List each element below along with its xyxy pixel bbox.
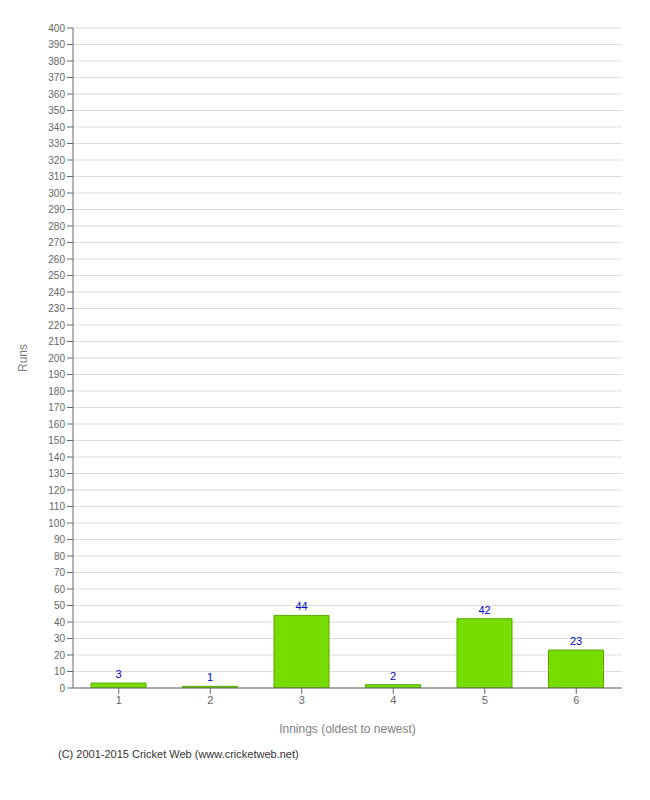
svg-text:3: 3 xyxy=(299,694,305,706)
svg-text:260: 260 xyxy=(48,254,65,265)
svg-text:100: 100 xyxy=(48,518,65,529)
svg-text:380: 380 xyxy=(48,56,65,67)
svg-text:290: 290 xyxy=(48,204,65,215)
svg-text:360: 360 xyxy=(48,89,65,100)
svg-text:300: 300 xyxy=(48,188,65,199)
svg-text:Innings (oldest to newest): Innings (oldest to newest) xyxy=(279,722,416,736)
svg-text:23: 23 xyxy=(570,635,582,647)
svg-text:240: 240 xyxy=(48,287,65,298)
svg-text:280: 280 xyxy=(48,221,65,232)
svg-text:110: 110 xyxy=(49,501,65,512)
svg-text:400: 400 xyxy=(48,23,65,34)
svg-text:370: 370 xyxy=(48,72,65,83)
svg-text:350: 350 xyxy=(48,105,65,116)
svg-text:120: 120 xyxy=(48,485,65,496)
svg-text:1: 1 xyxy=(207,671,213,683)
svg-text:4: 4 xyxy=(390,694,396,706)
svg-text:180: 180 xyxy=(48,386,65,397)
svg-text:6: 6 xyxy=(573,694,579,706)
svg-text:42: 42 xyxy=(478,604,490,616)
svg-text:3: 3 xyxy=(115,668,121,680)
svg-text:320: 320 xyxy=(48,155,65,166)
svg-text:270: 270 xyxy=(48,237,65,248)
svg-text:230: 230 xyxy=(48,303,65,314)
svg-text:60: 60 xyxy=(54,584,66,595)
svg-text:2: 2 xyxy=(390,670,396,682)
svg-text:50: 50 xyxy=(54,600,66,611)
svg-text:200: 200 xyxy=(48,353,65,364)
svg-text:40: 40 xyxy=(54,617,66,628)
svg-text:170: 170 xyxy=(48,402,65,413)
svg-text:20: 20 xyxy=(54,650,66,661)
svg-text:1: 1 xyxy=(116,694,122,706)
svg-text:210: 210 xyxy=(48,336,65,347)
svg-text:30: 30 xyxy=(54,633,66,644)
svg-text:130: 130 xyxy=(48,468,65,479)
html-text:(C) 2001-2015 Cricket Web (www: (C) 2001-2015 Cricket Web (www.cricketwe… xyxy=(58,748,299,760)
svg-text:310: 310 xyxy=(48,171,65,182)
svg-text:250: 250 xyxy=(48,270,65,281)
svg-text:80: 80 xyxy=(54,551,66,562)
svg-text:390: 390 xyxy=(48,39,65,50)
svg-text:10: 10 xyxy=(54,666,66,677)
svg-text:190: 190 xyxy=(48,369,65,380)
svg-text:330: 330 xyxy=(48,138,65,149)
svg-text:140: 140 xyxy=(48,452,65,463)
svg-text:70: 70 xyxy=(54,567,66,578)
svg-text:340: 340 xyxy=(48,122,65,133)
svg-text:160: 160 xyxy=(48,419,65,430)
svg-text:150: 150 xyxy=(48,435,65,446)
svg-text:0: 0 xyxy=(59,683,65,694)
svg-text:90: 90 xyxy=(54,534,66,545)
svg-text:Runs: Runs xyxy=(16,344,30,372)
svg-text:220: 220 xyxy=(48,320,65,331)
svg-text:5: 5 xyxy=(482,694,488,706)
svg-text:2: 2 xyxy=(207,694,213,706)
svg-text:44: 44 xyxy=(295,600,307,612)
